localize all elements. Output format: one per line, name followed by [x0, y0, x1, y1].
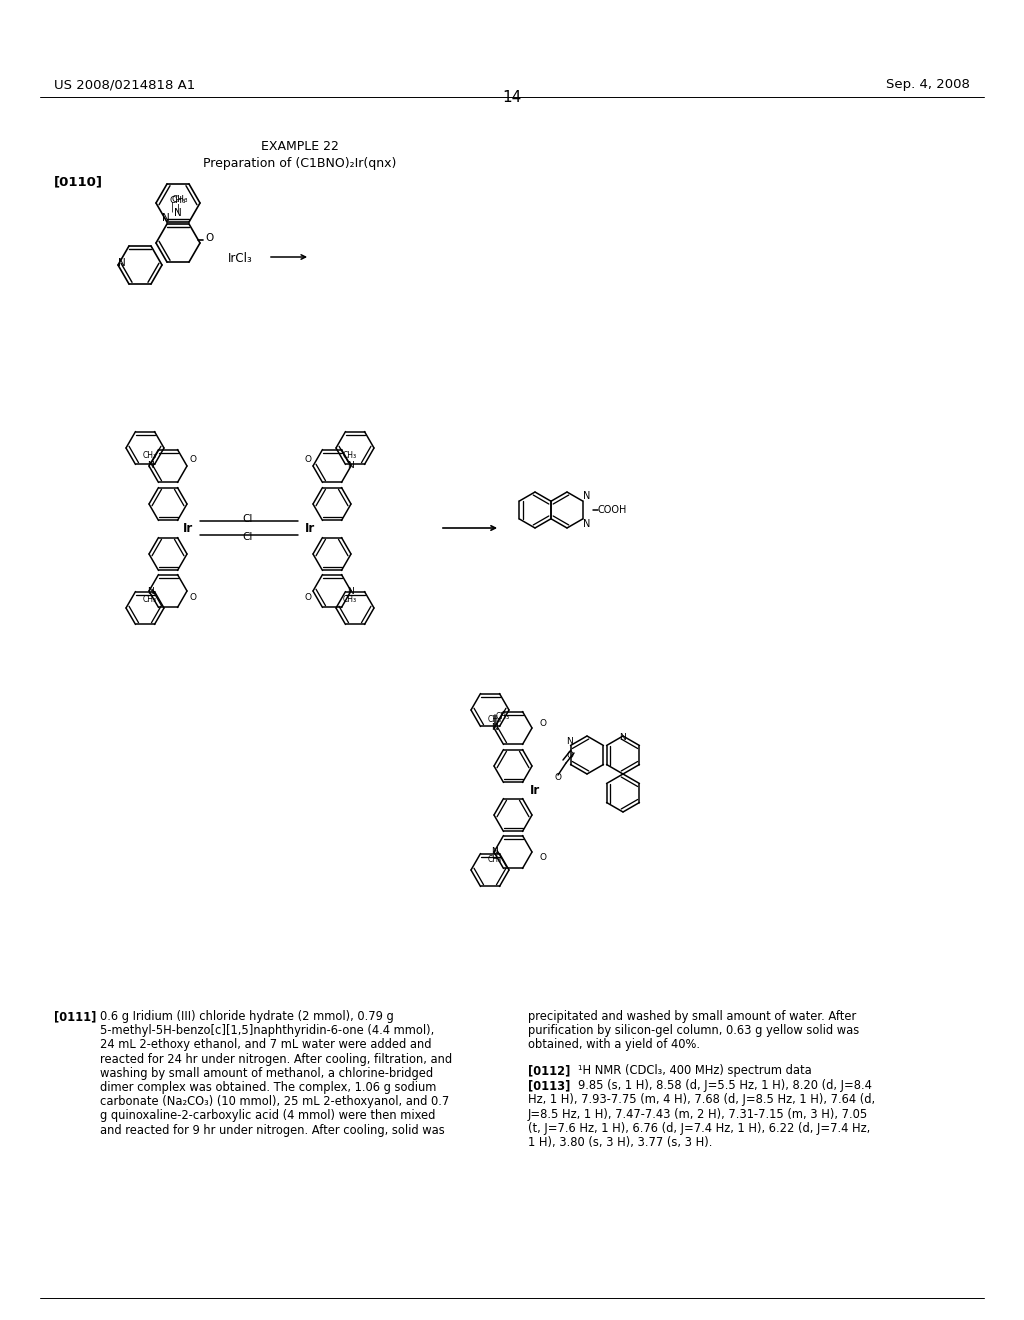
Text: Ir: Ir	[183, 521, 194, 535]
Text: purification by silicon-gel column, 0.63 g yellow solid was: purification by silicon-gel column, 0.63…	[528, 1024, 859, 1038]
Text: CH₃: CH₃	[496, 711, 510, 721]
Text: N: N	[118, 257, 126, 268]
Text: CH₃: CH₃	[343, 451, 357, 461]
Text: 14: 14	[503, 90, 521, 106]
Text: washing by small amount of methanol, a chlorine-bridged: washing by small amount of methanol, a c…	[100, 1067, 433, 1080]
Text: Hz, 1 H), 7.93-7.75 (m, 4 H), 7.68 (d, J=8.5 Hz, 1 H), 7.64 (d,: Hz, 1 H), 7.93-7.75 (m, 4 H), 7.68 (d, J…	[528, 1093, 876, 1106]
Text: J=8.5 Hz, 1 H), 7.47-7.43 (m, 2 H), 7.31-7.15 (m, 3 H), 7.05: J=8.5 Hz, 1 H), 7.47-7.43 (m, 2 H), 7.31…	[528, 1107, 868, 1121]
Text: CH₃: CH₃	[488, 715, 502, 725]
Text: Preparation of (C1BNO)₂Ir(qnx): Preparation of (C1BNO)₂Ir(qnx)	[204, 157, 396, 170]
Text: 5-methyl-5H-benzo[c][1,5]naphthyridin-6-one (4.4 mmol),: 5-methyl-5H-benzo[c][1,5]naphthyridin-6-…	[100, 1024, 434, 1038]
Text: Cl: Cl	[243, 532, 253, 543]
Text: precipitated and washed by small amount of water. After: precipitated and washed by small amount …	[528, 1010, 856, 1023]
Text: N: N	[146, 461, 154, 470]
Text: N: N	[146, 587, 154, 597]
Text: N: N	[162, 213, 170, 223]
Text: N: N	[347, 587, 353, 597]
Text: EXAMPLE 22: EXAMPLE 22	[261, 140, 339, 153]
Text: |: |	[170, 202, 174, 213]
Text: carbonate (Na₂CO₃) (10 mmol), 25 mL 2-ethoxyanol, and 0.7: carbonate (Na₂CO₃) (10 mmol), 25 mL 2-et…	[100, 1096, 450, 1109]
Text: O: O	[189, 455, 197, 465]
Text: Cl: Cl	[243, 513, 253, 524]
Text: and reacted for 9 hr under nitrogen. After cooling, solid was: and reacted for 9 hr under nitrogen. Aft…	[100, 1123, 444, 1137]
Text: Ir: Ir	[529, 784, 540, 796]
Text: [0113]: [0113]	[528, 1080, 570, 1092]
Text: g quinoxaline-2-carboxylic acid (4 mmol) were then mixed: g quinoxaline-2-carboxylic acid (4 mmol)…	[100, 1109, 435, 1122]
Text: US 2008/0214818 A1: US 2008/0214818 A1	[54, 78, 196, 91]
Text: O: O	[555, 774, 561, 783]
Text: [0112]: [0112]	[528, 1064, 570, 1077]
Text: N: N	[174, 209, 182, 218]
Text: CH₃: CH₃	[172, 195, 188, 205]
Text: N: N	[492, 847, 499, 857]
Text: O: O	[566, 751, 573, 760]
Text: IrCl₃: IrCl₃	[228, 252, 253, 264]
Text: COOH: COOH	[598, 506, 628, 515]
Text: N: N	[492, 723, 499, 733]
Text: [0111]: [0111]	[54, 1010, 96, 1023]
Text: N: N	[583, 519, 591, 529]
Text: CH₃: CH₃	[143, 451, 157, 461]
Text: 1 H), 3.80 (s, 3 H), 3.77 (s, 3 H).: 1 H), 3.80 (s, 3 H), 3.77 (s, 3 H).	[528, 1137, 713, 1148]
Text: 24 mL 2-ethoxy ethanol, and 7 mL water were added and: 24 mL 2-ethoxy ethanol, and 7 mL water w…	[100, 1039, 431, 1052]
Text: reacted for 24 hr under nitrogen. After cooling, filtration, and: reacted for 24 hr under nitrogen. After …	[100, 1052, 453, 1065]
Text: N: N	[347, 461, 353, 470]
Text: O: O	[304, 593, 311, 602]
Text: |: |	[176, 205, 179, 213]
Text: O: O	[205, 234, 213, 243]
Text: O: O	[539, 718, 546, 727]
Text: CH₃: CH₃	[343, 595, 357, 605]
Text: ¹H NMR (CDCl₃, 400 MHz) spectrum data: ¹H NMR (CDCl₃, 400 MHz) spectrum data	[578, 1064, 812, 1077]
Text: CH₃: CH₃	[170, 195, 186, 205]
Text: (t, J=7.6 Hz, 1 H), 6.76 (d, J=7.4 Hz, 1 H), 6.22 (d, J=7.4 Hz,: (t, J=7.6 Hz, 1 H), 6.76 (d, J=7.4 Hz, 1…	[528, 1122, 870, 1135]
Text: CH₃: CH₃	[143, 595, 157, 605]
Text: N: N	[583, 491, 591, 502]
Text: Ir: Ir	[305, 521, 315, 535]
Text: Sep. 4, 2008: Sep. 4, 2008	[886, 78, 970, 91]
Text: [0110]: [0110]	[54, 176, 103, 187]
Text: N: N	[566, 738, 573, 747]
Text: dimer complex was obtained. The complex, 1.06 g sodium: dimer complex was obtained. The complex,…	[100, 1081, 436, 1094]
Text: O: O	[189, 593, 197, 602]
Text: CH₃: CH₃	[488, 855, 502, 865]
Text: 0.6 g Iridium (III) chloride hydrate (2 mmol), 0.79 g: 0.6 g Iridium (III) chloride hydrate (2 …	[100, 1010, 394, 1023]
Text: N: N	[618, 734, 626, 742]
Text: O: O	[539, 853, 546, 862]
Text: O: O	[304, 455, 311, 465]
Text: 9.85 (s, 1 H), 8.58 (d, J=5.5 Hz, 1 H), 8.20 (d, J=8.4: 9.85 (s, 1 H), 8.58 (d, J=5.5 Hz, 1 H), …	[578, 1080, 871, 1092]
Text: obtained, with a yield of 40%.: obtained, with a yield of 40%.	[528, 1039, 700, 1052]
